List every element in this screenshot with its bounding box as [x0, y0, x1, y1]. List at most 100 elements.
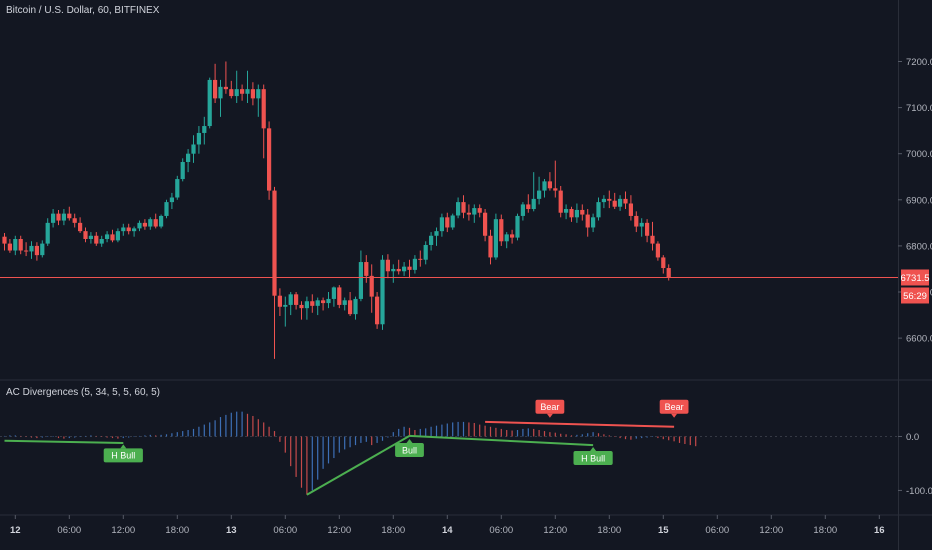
candle-body	[531, 198, 536, 210]
time-tick-label: 12:00	[543, 525, 567, 536]
candle-body	[250, 89, 255, 99]
time-tick-label: 18:00	[597, 525, 621, 536]
candle-body	[223, 86, 228, 90]
histogram-group	[3, 411, 697, 495]
signal-text: Bull	[402, 445, 417, 455]
time-tick-label: 06:00	[273, 525, 297, 536]
signal-text: Bear	[540, 402, 559, 412]
price-tick-label: 6600.0	[906, 334, 932, 345]
candle-body	[607, 198, 612, 201]
candle-body	[510, 234, 515, 238]
candle-body	[169, 197, 174, 203]
last-price-label: 6731.5	[900, 273, 929, 284]
candle-body	[666, 268, 671, 278]
candle-body	[439, 217, 444, 232]
candle-body	[429, 235, 434, 245]
time-tick-label: 13	[226, 525, 237, 536]
candle-body	[461, 202, 466, 213]
candle-body	[261, 89, 266, 129]
candle-body	[137, 222, 142, 229]
candle-body	[558, 190, 563, 213]
candle-body	[299, 304, 304, 309]
candle-body	[526, 204, 531, 210]
candle-body	[348, 300, 353, 315]
candle-body	[580, 209, 585, 215]
time-tick-label: 15	[658, 525, 669, 536]
candle-body	[596, 202, 601, 218]
candle-body	[353, 298, 358, 315]
time-tick-label: 18:00	[381, 525, 405, 536]
candle-body	[591, 217, 596, 228]
divergence-line	[4, 439, 124, 444]
signal-label: H Bull	[103, 444, 143, 463]
candle-body	[537, 190, 542, 199]
candle-body	[650, 235, 655, 244]
candle-body	[24, 250, 29, 252]
candle-body	[34, 245, 39, 256]
signal-label: Bear	[659, 399, 689, 418]
candle-body	[7, 243, 12, 251]
candle-body	[142, 222, 147, 227]
indicator-title: AC Divergences (5, 34, 5, 5, 60, 5)	[6, 387, 160, 398]
signal-text: H Bull	[111, 451, 135, 461]
candle-body	[67, 213, 72, 219]
candle-body	[78, 222, 83, 232]
time-tick-label: 12	[10, 525, 21, 536]
candle-body	[547, 181, 552, 189]
signal-text: H Bull	[581, 453, 605, 463]
candle-body	[612, 200, 617, 207]
candle-body	[159, 215, 164, 227]
candle-body	[628, 203, 633, 216]
candle-body	[180, 162, 185, 180]
candle-body	[331, 287, 336, 299]
candle-body	[196, 132, 201, 145]
osc-tick-label: -100.0	[906, 486, 932, 497]
last-price-badge	[901, 269, 929, 286]
candle-body	[574, 209, 579, 218]
candle-body	[229, 89, 234, 97]
signal-box	[535, 399, 565, 414]
signal-pointer	[546, 413, 553, 418]
candle-body	[277, 295, 282, 307]
candle-body	[218, 86, 223, 99]
candle-body	[294, 294, 299, 305]
price-tick-label: 7000.0	[906, 149, 932, 160]
price-tick-label: 6800.0	[906, 241, 932, 252]
candle-body	[483, 212, 488, 236]
candles-group	[2, 61, 671, 359]
candle-body	[99, 238, 104, 244]
signal-box	[395, 442, 424, 457]
candle-body	[434, 231, 439, 236]
signal-label: H Bull	[573, 447, 613, 466]
time-tick-label: 12:00	[327, 525, 351, 536]
candle-body	[267, 128, 272, 191]
candle-body	[515, 215, 520, 238]
candle-body	[385, 259, 390, 272]
candle-body	[450, 215, 455, 228]
candle-body	[45, 222, 50, 244]
candle-body	[186, 153, 191, 162]
candle-body	[520, 204, 525, 216]
candle-body	[315, 300, 320, 306]
candle-body	[553, 188, 558, 191]
candle-body	[56, 213, 61, 221]
candle-body	[477, 208, 482, 213]
osc-tick-label: 0.0	[906, 432, 919, 443]
candle-body	[407, 266, 412, 270]
candle-body	[364, 262, 369, 276]
candle-body	[499, 219, 504, 242]
divergence-line	[409, 434, 594, 447]
candle-body	[564, 209, 569, 213]
time-tick-label: 06:00	[705, 525, 729, 536]
candle-body	[391, 268, 396, 272]
candle-body	[375, 296, 380, 325]
candle-body	[132, 228, 137, 232]
candle-body	[256, 89, 261, 99]
candle-body	[326, 298, 331, 304]
candle-body	[321, 300, 326, 304]
candle-body	[13, 238, 18, 251]
candle-body	[634, 215, 639, 227]
candle-body	[445, 217, 450, 228]
candle-body	[358, 262, 363, 299]
